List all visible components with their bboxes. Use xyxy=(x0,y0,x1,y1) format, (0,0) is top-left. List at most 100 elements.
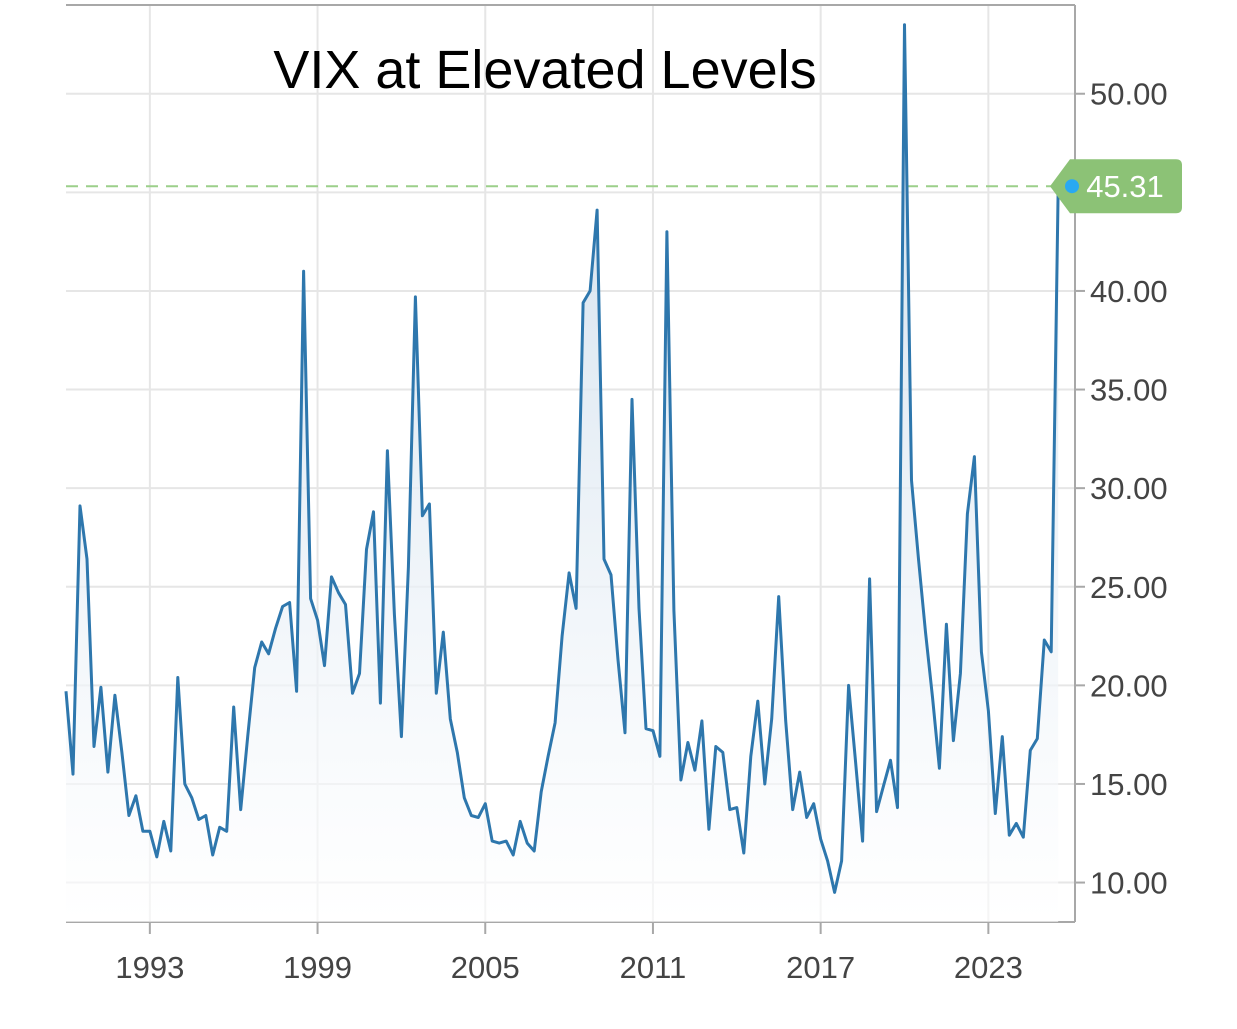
data-point-66 xyxy=(526,842,529,845)
data-point-131 xyxy=(980,650,983,653)
data-point-32 xyxy=(288,601,291,604)
data-point-62 xyxy=(498,842,501,845)
data-point-130 xyxy=(973,455,976,458)
data-point-7 xyxy=(113,694,116,697)
data-point-56 xyxy=(456,751,459,754)
data-point-92 xyxy=(707,828,710,831)
y-tick-label-10.00: 10.00 xyxy=(1090,866,1168,901)
data-point-115 xyxy=(868,577,871,580)
data-point-55 xyxy=(449,717,452,720)
data-point-19 xyxy=(197,818,200,821)
data-point-34 xyxy=(302,270,305,273)
data-point-74 xyxy=(582,301,585,304)
data-point-33 xyxy=(295,690,298,693)
data-point-121 xyxy=(910,479,913,482)
data-point-3 xyxy=(86,558,89,561)
data-point-65 xyxy=(519,820,522,823)
data-point-49 xyxy=(407,566,410,569)
y-tick-label-15.00: 15.00 xyxy=(1090,767,1168,802)
data-point-116 xyxy=(875,810,878,813)
data-point-60 xyxy=(484,802,487,805)
data-point-24 xyxy=(232,706,235,709)
data-point-129 xyxy=(966,512,969,515)
last-value-label: 45.31 xyxy=(1086,169,1164,204)
data-point-46 xyxy=(386,449,389,452)
data-point-69 xyxy=(547,755,550,758)
data-point-39 xyxy=(337,591,340,594)
data-point-109 xyxy=(826,859,829,862)
data-point-1 xyxy=(72,773,75,776)
last-value-badge: 45.31 xyxy=(1050,159,1182,214)
data-point-113 xyxy=(854,761,857,764)
data-point-26 xyxy=(246,735,249,738)
data-point-94 xyxy=(721,751,724,754)
data-point-104 xyxy=(791,808,794,811)
data-point-78 xyxy=(610,573,613,576)
data-point-125 xyxy=(938,767,941,770)
data-point-44 xyxy=(372,510,375,513)
data-point-8 xyxy=(120,751,123,754)
x-tick-label-1999: 1999 xyxy=(283,950,352,985)
series-area-fill xyxy=(66,24,1059,922)
y-tick-label-40.00: 40.00 xyxy=(1090,274,1168,309)
data-point-89 xyxy=(686,741,689,744)
data-point-76 xyxy=(596,209,599,212)
data-point-114 xyxy=(861,840,864,843)
data-point-84 xyxy=(652,729,655,732)
y-tick-label-35.00: 35.00 xyxy=(1090,373,1168,408)
data-point-99 xyxy=(756,700,759,703)
y-tick-label-50.00: 50.00 xyxy=(1090,77,1168,112)
data-point-27 xyxy=(253,666,256,669)
data-point-124 xyxy=(931,696,934,699)
data-point-86 xyxy=(665,230,668,233)
data-point-67 xyxy=(533,850,536,853)
data-point-140 xyxy=(1043,639,1046,642)
data-point-139 xyxy=(1036,737,1039,740)
data-point-52 xyxy=(428,502,431,505)
data-point-30 xyxy=(274,627,277,630)
data-point-103 xyxy=(784,719,787,722)
data-point-64 xyxy=(512,854,515,857)
data-point-28 xyxy=(260,641,263,644)
y-tick-label-25.00: 25.00 xyxy=(1090,570,1168,605)
data-point-118 xyxy=(889,759,892,762)
data-point-93 xyxy=(714,745,717,748)
data-point-54 xyxy=(442,631,445,634)
data-point-68 xyxy=(540,790,543,793)
data-point-18 xyxy=(190,796,193,799)
data-point-80 xyxy=(624,731,627,734)
data-point-77 xyxy=(603,558,606,561)
data-point-70 xyxy=(554,721,557,724)
data-point-128 xyxy=(959,672,962,675)
data-point-81 xyxy=(631,398,634,401)
vertical-gridlines xyxy=(148,5,990,922)
x-tick-label-2023: 2023 xyxy=(954,950,1023,985)
y-tick-label-30.00: 30.00 xyxy=(1090,471,1168,506)
data-point-15 xyxy=(169,850,172,853)
x-axis-tick-labels: 1993 1999 2005 2011 2017 2023 xyxy=(115,922,1023,985)
data-point-133 xyxy=(994,812,997,815)
chart-title: VIX at Elevated Levels xyxy=(273,40,816,100)
data-point-79 xyxy=(617,658,620,661)
x-tick-label-2017: 2017 xyxy=(786,950,855,985)
data-point-36 xyxy=(316,619,319,622)
data-point-100 xyxy=(763,783,766,786)
data-point-73 xyxy=(575,607,578,610)
data-point-96 xyxy=(735,806,738,809)
data-point-12 xyxy=(148,830,151,833)
data-point-132 xyxy=(987,710,990,713)
data-point-5 xyxy=(99,686,102,689)
data-point-59 xyxy=(477,816,480,819)
data-point-40 xyxy=(344,603,347,606)
y-tick-label-20.00: 20.00 xyxy=(1090,668,1168,703)
data-point-88 xyxy=(679,779,682,782)
x-tick-label-1993: 1993 xyxy=(115,950,184,985)
data-point-122 xyxy=(917,558,920,561)
data-point-97 xyxy=(742,852,745,855)
data-point-47 xyxy=(393,613,396,616)
data-point-85 xyxy=(658,755,661,758)
data-point-45 xyxy=(379,702,382,705)
data-point-119 xyxy=(896,806,899,809)
data-point-134 xyxy=(1001,735,1004,738)
